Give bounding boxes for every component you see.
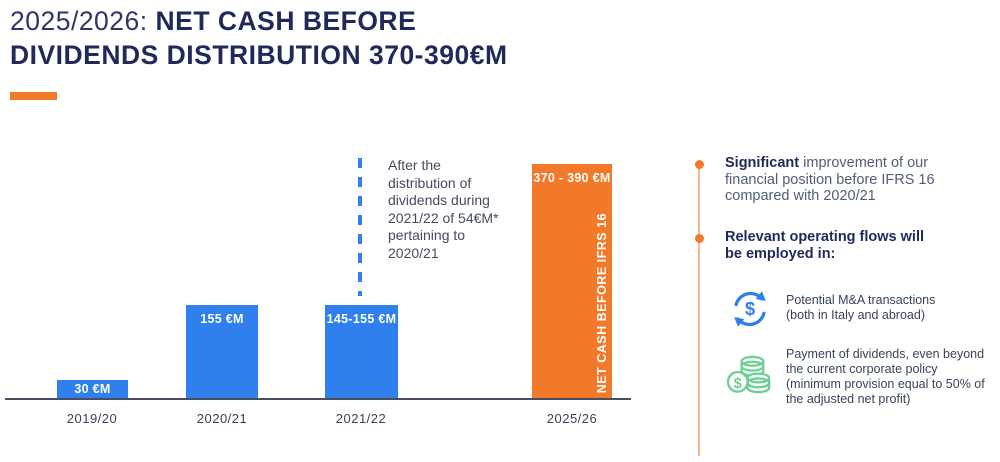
x-axis-line	[5, 398, 631, 400]
timeline-line	[698, 165, 700, 456]
bar-2025-26-highlight: 370 - 390 €M NET CASH BEFORE IFRS 16	[532, 164, 612, 398]
annotation-dashed-line	[358, 158, 362, 296]
bullet-text-improvement-bold: Significant	[725, 155, 800, 171]
money-cycle-icon: $	[727, 286, 773, 332]
x-tick-label: 2020/21	[196, 411, 248, 426]
bullet-text-operating-flows: Relevant operating flows will be employe…	[725, 229, 925, 262]
page-title-prefix: 2025/2026:	[10, 6, 156, 36]
chart-annotation-text: After the distribution of dividends duri…	[388, 157, 499, 261]
svg-text:$: $	[745, 299, 755, 319]
bar-value-label: 370 - 390 €M	[533, 171, 611, 185]
bullet-dot	[694, 160, 704, 169]
bar-series-label: NET CASH BEFORE IFRS 16	[595, 212, 609, 393]
title-accent-dash	[10, 92, 57, 100]
bullet-text-improvement: Significant improvement of our financial…	[725, 155, 962, 205]
bar-2021-22: 145-155 €M	[325, 305, 398, 398]
bar-value-label: 145-155 €M	[326, 312, 397, 326]
bar-2019-20: 30 €M	[57, 380, 128, 398]
bar-value-label: 30 €M	[74, 382, 111, 396]
svg-text:$: $	[734, 376, 742, 392]
x-tick-label: 2019/20	[66, 411, 118, 426]
page-title-main: NET CASH BEFORE DIVIDENDS DISTRIBUTION 3…	[10, 6, 508, 70]
x-tick-label: 2021/22	[335, 411, 387, 426]
item-text-ma: Potential M&A transactions (both in Ital…	[786, 293, 936, 322]
x-tick-label: 2025/26	[546, 411, 598, 426]
bullet-dot	[694, 234, 704, 243]
page-title: 2025/2026: NET CASH BEFORE DIVIDENDS DIS…	[10, 4, 555, 72]
bar-2020-21: 155 €M	[186, 305, 258, 398]
bullet-text-improvement-rest: improvement of our financial position be…	[725, 155, 935, 204]
item-text-dividends: Payment of dividends, even beyond the cu…	[786, 347, 985, 406]
bar-value-label: 155 €M	[200, 312, 244, 326]
coins-icon: $	[725, 351, 774, 401]
